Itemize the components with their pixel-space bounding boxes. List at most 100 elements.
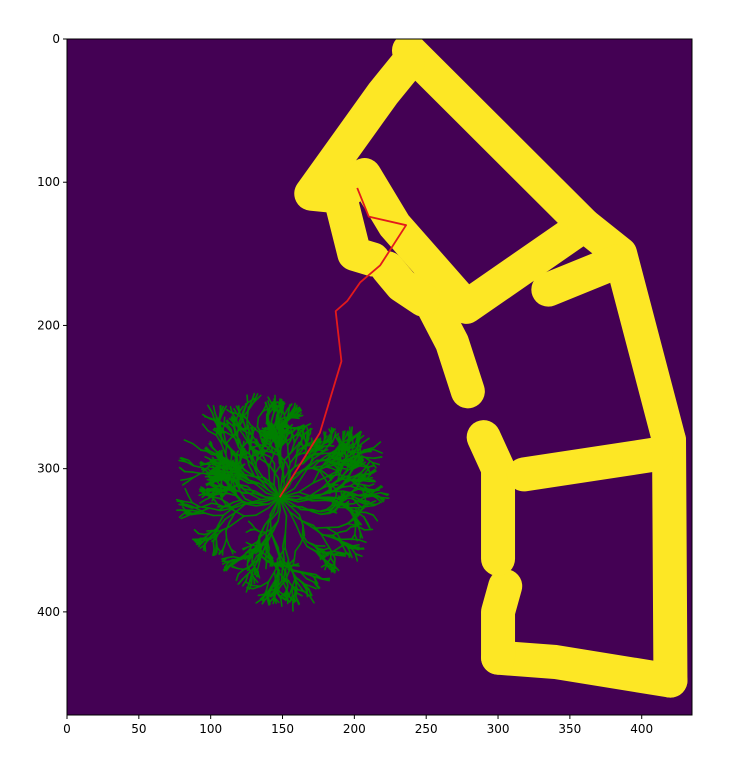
tree-edge (208, 495, 215, 498)
tree-edge (301, 520, 315, 527)
tree-edge (321, 552, 327, 558)
tree-edge (235, 515, 245, 523)
tree-edge (371, 461, 381, 466)
tree-edge (207, 429, 218, 437)
tree-edge (232, 475, 242, 480)
tree-edge (231, 558, 240, 561)
tree-edge (210, 475, 219, 479)
tree-edge (307, 588, 312, 597)
tree-edge (260, 555, 268, 563)
tree-edge (289, 505, 304, 508)
obstacle-segment (481, 640, 688, 698)
tree-edge (254, 449, 261, 453)
tree-edge (232, 499, 242, 504)
tree-edge (295, 587, 298, 598)
tree-edge (372, 441, 382, 449)
tree-edge (312, 524, 322, 535)
tree-edge (205, 450, 213, 456)
tree-edge (222, 507, 234, 517)
tree-edge (219, 432, 226, 445)
tree-edge (329, 460, 343, 465)
tree-edge (261, 453, 270, 469)
tree-edge (345, 526, 352, 532)
tree-edge (360, 468, 366, 474)
tree-edge (274, 597, 280, 604)
tree-edge (285, 588, 291, 598)
tree-edge (297, 482, 314, 493)
tree-edge (219, 405, 222, 416)
tree-edge (291, 563, 300, 567)
tree-edge (249, 423, 257, 431)
tree-edge (350, 426, 353, 435)
tree-edge (220, 483, 226, 489)
obstacle-segment (466, 420, 516, 576)
tree-edge (305, 577, 315, 583)
tree-edge (359, 471, 367, 480)
tree-edge (273, 571, 277, 584)
tree-edge (241, 409, 246, 419)
tree-edge (353, 500, 360, 507)
tree-edge (246, 397, 256, 404)
tree-edge (275, 581, 280, 593)
tree-edge (221, 544, 226, 551)
tree-edge (259, 444, 269, 448)
tree-edge (192, 464, 204, 469)
obstacle-segment (370, 251, 441, 317)
tree-edge (372, 514, 379, 522)
tree-edge (208, 442, 214, 449)
x-tick-label: 200 (343, 722, 366, 736)
tree-edge (326, 433, 331, 441)
tree-edge (267, 590, 275, 598)
obstacle-segment (481, 569, 523, 675)
tree-edge (290, 428, 296, 434)
tree-edge (294, 581, 298, 594)
tree-edge (338, 554, 347, 557)
tree-edge (275, 420, 278, 428)
tree-edge (347, 466, 356, 477)
tree-edge (280, 399, 285, 408)
tree-edge (219, 493, 226, 498)
tree-edge (260, 429, 268, 433)
tree-edge (355, 507, 360, 515)
tree-edge (183, 500, 194, 504)
tree-edge (345, 544, 354, 548)
tree-edge (191, 471, 202, 475)
tree-edge (282, 471, 286, 485)
tree-edge (315, 550, 327, 554)
tree-edge (214, 421, 225, 431)
x-tick-label: 250 (415, 722, 438, 736)
tree-edge (184, 505, 193, 509)
tree-edge (221, 498, 228, 507)
tree-edge (271, 403, 275, 413)
tree-edge (291, 569, 305, 575)
tree-edge (221, 405, 228, 415)
tree-edge (340, 467, 347, 470)
tree-edge (245, 541, 252, 546)
tree-edge (331, 467, 338, 472)
tree-edge (293, 434, 299, 444)
tree-edge (354, 552, 359, 562)
tree-edge (246, 394, 249, 404)
tree-edge (196, 541, 204, 546)
tree-edge (280, 561, 293, 572)
tree-edge (209, 535, 215, 541)
tree-edge (269, 496, 281, 516)
tree-edge (231, 412, 238, 421)
tree-edge (342, 545, 347, 554)
tree-edge (314, 440, 321, 443)
tree-edge (225, 479, 229, 486)
tree-edge (348, 450, 353, 456)
tree-edge (290, 441, 296, 453)
tree-edge (255, 455, 271, 466)
tree-edge (328, 496, 342, 500)
tree-edge (210, 417, 221, 423)
tree-edge (337, 435, 343, 443)
tree-edge (330, 433, 333, 442)
tree-edge (333, 432, 340, 438)
tree-edge (180, 457, 190, 462)
tree-edge (265, 580, 270, 592)
tree-edge (290, 445, 298, 454)
tree-edge (230, 548, 234, 555)
tree-edge (206, 529, 213, 532)
